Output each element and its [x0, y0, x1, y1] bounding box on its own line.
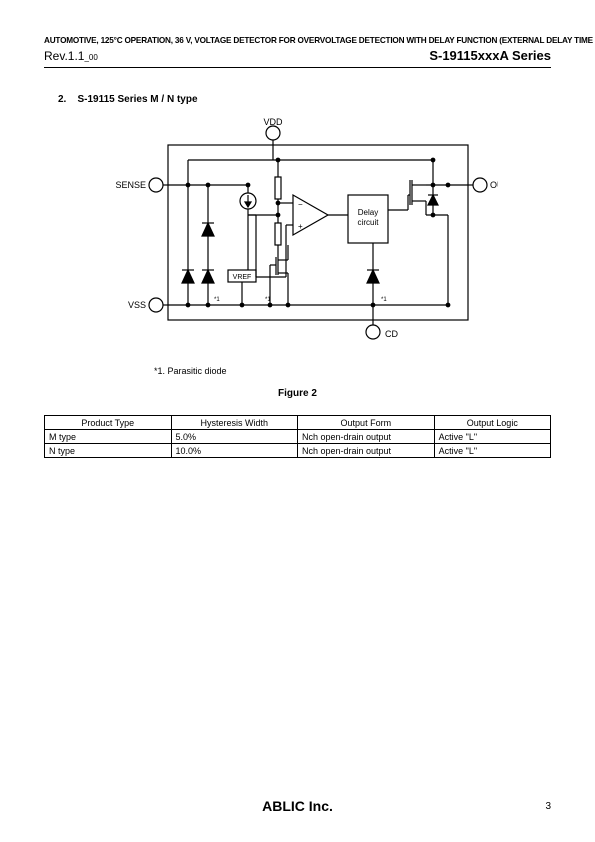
figure-label: Figure 2: [44, 388, 551, 399]
pin-vss-label: VSS: [127, 300, 145, 310]
col-header: Output Logic: [434, 416, 550, 430]
header-row: Rev.1.1_00 S-19115xxxA Series: [44, 47, 551, 68]
revision-main: Rev.1.1: [44, 49, 84, 63]
delay-label-2: circuit: [357, 218, 379, 227]
product-table: Product Type Hysteresis Width Output For…: [44, 415, 551, 458]
col-header: Hysteresis Width: [171, 416, 298, 430]
company-footer: ABLIC Inc.: [0, 798, 595, 814]
note-marker: *1: [214, 297, 220, 303]
vref-label: VREF: [232, 274, 251, 281]
revision-sub: _00: [84, 53, 97, 62]
series-name: S-19115xxxA Series: [429, 48, 551, 63]
doc-title: AUTOMOTIVE, 125°C OPERATION, 36 V, VOLTA…: [44, 36, 551, 45]
pin-sense-label: SENSE: [115, 180, 146, 190]
pin-vdd-label: VDD: [263, 117, 283, 127]
page-number: 3: [545, 801, 551, 812]
footnote: *1. Parasitic diode: [154, 366, 551, 376]
svg-text:−: −: [298, 200, 303, 209]
note-marker: *1: [381, 297, 387, 303]
delay-label-1: Delay: [357, 208, 377, 217]
col-header: Output Form: [298, 416, 435, 430]
table-row: N type 10.0% Nch open-drain output Activ…: [45, 444, 551, 458]
circuit-diagram: VDD SENSE VSS CD OUT: [44, 115, 551, 360]
section-number: 2.: [58, 94, 66, 105]
revision: Rev.1.1_00: [44, 47, 98, 65]
pin-out-label: OUT: [490, 180, 498, 190]
note-marker: *1: [265, 297, 271, 303]
svg-text:+: +: [298, 222, 303, 231]
col-header: Product Type: [45, 416, 172, 430]
section-heading: 2. S-19115 Series M / N type: [58, 94, 551, 105]
table-row: M type 5.0% Nch open-drain output Active…: [45, 430, 551, 444]
pin-cd-label: CD: [385, 329, 398, 339]
section-title: S-19115 Series M / N type: [77, 94, 197, 105]
